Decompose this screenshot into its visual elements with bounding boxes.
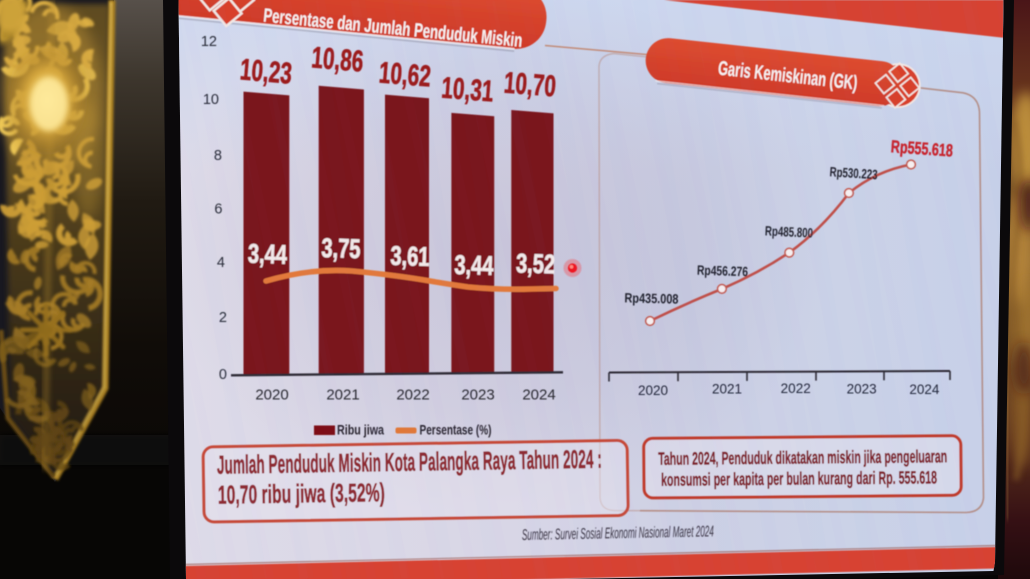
svg-text:10,86: 10,86 [310, 41, 365, 78]
svg-text:10,23: 10,23 [239, 53, 294, 90]
svg-text:10,31: 10,31 [440, 72, 494, 109]
svg-text:2: 2 [219, 310, 227, 326]
svg-text:10,62: 10,62 [378, 56, 432, 93]
svg-text:Sumber: Survei Sosial Ekonomi: Sumber: Survei Sosial Ekonomi Nasional M… [522, 523, 714, 544]
svg-text:3,61: 3,61 [390, 241, 430, 272]
svg-text:2024: 2024 [522, 387, 555, 404]
svg-text:2021: 2021 [326, 387, 359, 404]
svg-text:Rp435.008: Rp435.008 [624, 290, 679, 306]
svg-text:2020: 2020 [255, 387, 288, 404]
svg-text:Rp530.223: Rp530.223 [829, 164, 878, 182]
svg-text:0: 0 [219, 367, 227, 383]
svg-text:2022: 2022 [396, 387, 429, 404]
svg-text:10,70: 10,70 [503, 67, 557, 104]
svg-text:3,52: 3,52 [516, 248, 556, 279]
svg-text:Jumlah Penduduk Miskin Kota Pa: Jumlah Penduduk Miskin Kota Palangka Ray… [217, 444, 602, 480]
svg-text:3,44: 3,44 [454, 250, 494, 281]
svg-text:2024: 2024 [909, 382, 940, 397]
svg-text:Persentase (%): Persentase (%) [420, 422, 492, 438]
svg-text:4: 4 [217, 255, 225, 271]
svg-text:konsumsi per kapita per bulan: konsumsi per kapita per bulan kurang dar… [661, 467, 937, 489]
svg-text:2021: 2021 [712, 382, 742, 397]
svg-text:10: 10 [203, 92, 219, 108]
svg-text:3,44: 3,44 [247, 239, 287, 270]
svg-text:8: 8 [214, 148, 222, 164]
svg-text:Rp555.618: Rp555.618 [890, 136, 953, 160]
svg-text:2023: 2023 [461, 387, 494, 404]
svg-text:Rp485.800: Rp485.800 [765, 223, 814, 240]
svg-text:Tahun 2024, Penduduk dikatakan: Tahun 2024, Penduduk dikatakan miskin ji… [658, 446, 947, 469]
svg-text:2023: 2023 [847, 381, 877, 396]
svg-text:2022: 2022 [781, 381, 811, 396]
svg-text:Rp456.276: Rp456.276 [697, 263, 749, 280]
svg-text:2020: 2020 [638, 383, 668, 398]
svg-text:Ribu jiwa: Ribu jiwa [337, 422, 384, 438]
svg-text:3,75: 3,75 [321, 233, 361, 264]
svg-text:12: 12 [201, 34, 217, 50]
svg-text:10,70 ribu jiwa (3,52%): 10,70 ribu jiwa (3,52%) [218, 477, 385, 510]
svg-text:6: 6 [214, 202, 222, 218]
